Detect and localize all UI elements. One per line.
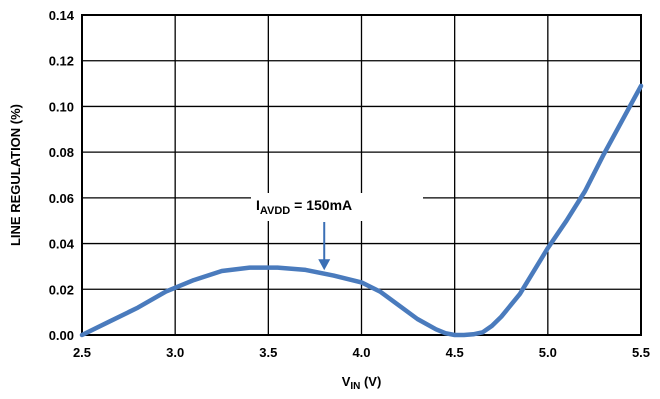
x-tick-label: 5.5 [632,345,650,360]
x-tick-label: 5.0 [539,345,557,360]
y-tick-labels: 0.00 0.02 0.04 0.06 0.08 0.10 0.12 0.14 [49,8,75,343]
series-line [79,83,644,338]
annotation-label: IAVDD = 150mA [256,197,352,217]
x-tick-label: 4.5 [446,345,464,360]
x-tick-label: 2.5 [73,345,91,360]
y-tick-label: 0.02 [49,282,74,297]
y-tick-label: 0.00 [49,328,74,343]
plot-frame [81,14,642,336]
x-axis-label-unit: (V) [360,374,381,389]
y-tick-label: 0.04 [49,237,75,252]
annotation-sub: AVDD [260,205,290,217]
annotation-background [251,193,423,221]
y-tick-label: 0.12 [49,54,74,69]
y-tick-label: 0.06 [49,191,74,206]
x-tick-label: 4.0 [352,345,370,360]
x-axis-label-main: V [342,374,351,389]
y-axis-label: LINE REGULATION (%) [8,104,23,246]
x-tick-labels: 2.5 3.0 3.5 4.0 4.5 5.0 5.5 [73,345,650,360]
x-tick-label: 3.5 [259,345,277,360]
y-tick-label: 0.14 [49,8,75,23]
annotation-value: = 150mA [290,197,352,213]
annotation-arrow-head [318,259,331,271]
x-axis-label-sub: IN [350,381,360,392]
x-axis-label: VIN (V) [342,374,382,392]
grid-lines [81,14,642,336]
y-tick-label: 0.08 [49,145,74,160]
y-tick-label: 0.10 [49,99,74,114]
annotation-main: I [256,197,260,213]
x-tick-label: 3.0 [166,345,184,360]
